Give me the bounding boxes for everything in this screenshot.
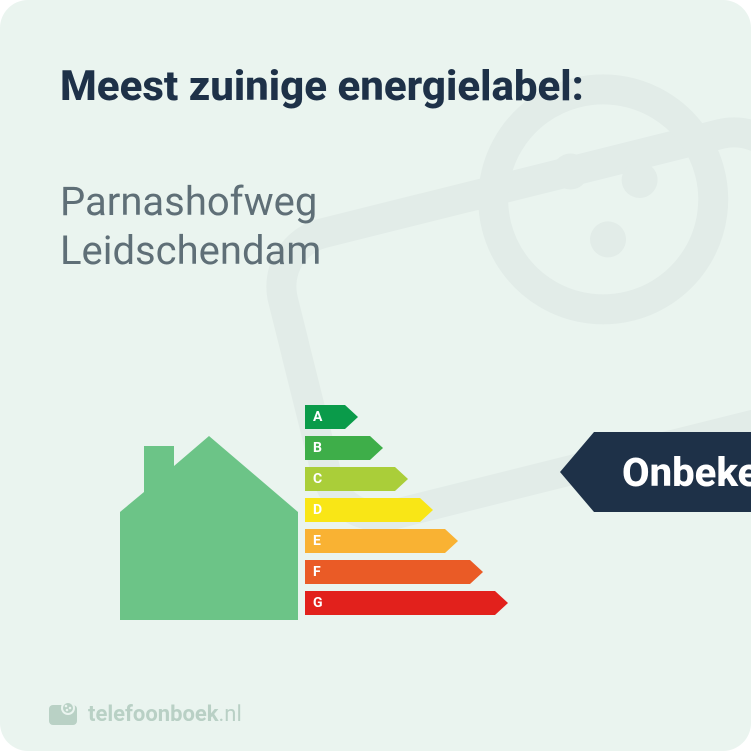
bar-arrow-icon xyxy=(370,436,383,460)
bar-arrow-icon xyxy=(395,467,408,491)
energy-bar-label: B xyxy=(305,436,370,460)
energy-bar-e: E xyxy=(305,528,508,554)
bar-arrow-icon xyxy=(470,560,483,584)
energy-bar-g: G xyxy=(305,590,508,616)
house-icon xyxy=(120,400,298,620)
energy-bar-label: G xyxy=(305,591,495,615)
bar-arrow-icon xyxy=(495,591,508,615)
energy-bar-a: A xyxy=(305,404,508,430)
energy-bar-b: B xyxy=(305,435,508,461)
energy-bar-c: C xyxy=(305,466,508,492)
phonebook-icon xyxy=(48,699,78,729)
energy-bar-d: D xyxy=(305,497,508,523)
rating-notch xyxy=(560,432,594,512)
energy-bars: ABCDEFG xyxy=(305,404,508,616)
footer-brand-tld: .nl xyxy=(219,702,242,727)
energy-bar-label: F xyxy=(305,560,470,584)
energy-bar-f: F xyxy=(305,559,508,585)
energy-card: Meest zuinige energielabel: Parnashofweg… xyxy=(0,0,751,751)
energy-bar-label: C xyxy=(305,467,395,491)
energy-bar-label: A xyxy=(305,405,345,429)
footer: telefoonboek.nl xyxy=(48,699,242,729)
energy-bar-label: E xyxy=(305,529,445,553)
address-city: Leidschendam xyxy=(60,227,321,276)
address-street: Parnashofweg xyxy=(60,178,321,227)
footer-brand: telefoonboek.nl xyxy=(88,702,242,727)
bar-arrow-icon xyxy=(345,405,358,429)
bar-arrow-icon xyxy=(445,529,458,553)
bar-arrow-icon xyxy=(420,498,433,522)
energy-bar-label: D xyxy=(305,498,420,522)
address-block: Parnashofweg Leidschendam xyxy=(60,178,321,276)
page-title: Meest zuinige energielabel: xyxy=(60,62,584,111)
rating-text: Onbeke xyxy=(594,432,751,512)
footer-brand-name: telefoonboek xyxy=(88,702,219,727)
rating-badge: Onbeke xyxy=(560,432,751,512)
energy-chart: ABCDEFG xyxy=(120,400,550,620)
